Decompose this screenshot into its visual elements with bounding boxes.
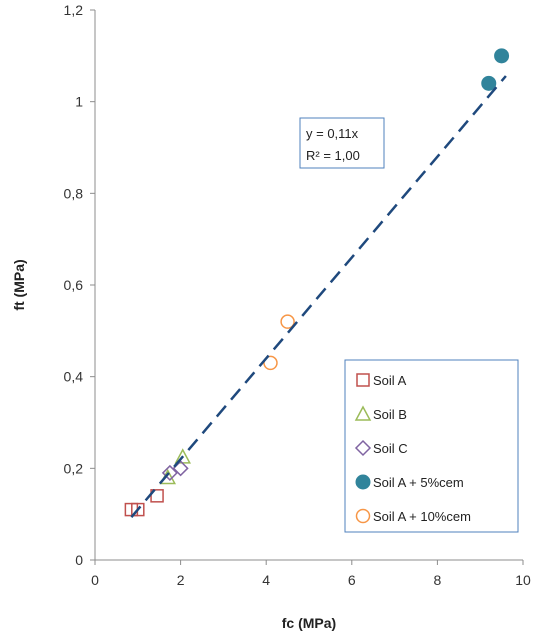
y-tick-label: 0,2 bbox=[64, 460, 84, 476]
legend-label: Soil B bbox=[373, 407, 407, 422]
y-tick-label: 0,6 bbox=[64, 277, 84, 293]
x-tick-label: 10 bbox=[515, 572, 531, 588]
y-tick-label: 0,4 bbox=[64, 369, 84, 385]
x-tick-label: 6 bbox=[348, 572, 356, 588]
equation-label: y = 0,11x bbox=[306, 126, 359, 141]
data-point-series-4 bbox=[280, 314, 295, 329]
y-tick-label: 0 bbox=[75, 552, 83, 568]
trendline bbox=[130, 75, 507, 518]
x-tick-label: 2 bbox=[177, 572, 185, 588]
r-squared-label: R² = 1,00 bbox=[306, 148, 360, 163]
legend-marker-series-1 bbox=[354, 405, 372, 421]
legend-label: Soil A bbox=[373, 373, 407, 388]
data-point-series-0 bbox=[131, 502, 145, 517]
data-point-series-2 bbox=[161, 464, 178, 481]
x-tick-label: 0 bbox=[91, 572, 99, 588]
y-axis-title: ft (MPa) bbox=[11, 259, 27, 310]
x-tick-label: 8 bbox=[434, 572, 442, 588]
legend-label: Soil A + 5%cem bbox=[373, 475, 464, 490]
equation-box bbox=[299, 117, 385, 169]
x-axis-title: fc (MPa) bbox=[282, 615, 336, 631]
legend-marker-series-2 bbox=[354, 439, 372, 457]
data-point-series-4 bbox=[263, 355, 278, 371]
legend-label: Soil C bbox=[373, 441, 408, 456]
legend-box bbox=[344, 359, 519, 533]
data-point-series-3 bbox=[494, 48, 510, 64]
y-tick-label: 1,2 bbox=[64, 2, 84, 18]
legend-marker-series-3 bbox=[355, 474, 371, 490]
y-tick-label: 0,8 bbox=[64, 185, 84, 201]
legend-label: Soil A + 10%cem bbox=[373, 509, 471, 524]
legend-marker-series-0 bbox=[356, 373, 370, 387]
data-point-series-3 bbox=[481, 75, 497, 91]
legend-marker-series-4 bbox=[355, 508, 371, 524]
x-tick-label: 4 bbox=[262, 572, 270, 588]
y-tick-label: 1 bbox=[75, 94, 83, 110]
